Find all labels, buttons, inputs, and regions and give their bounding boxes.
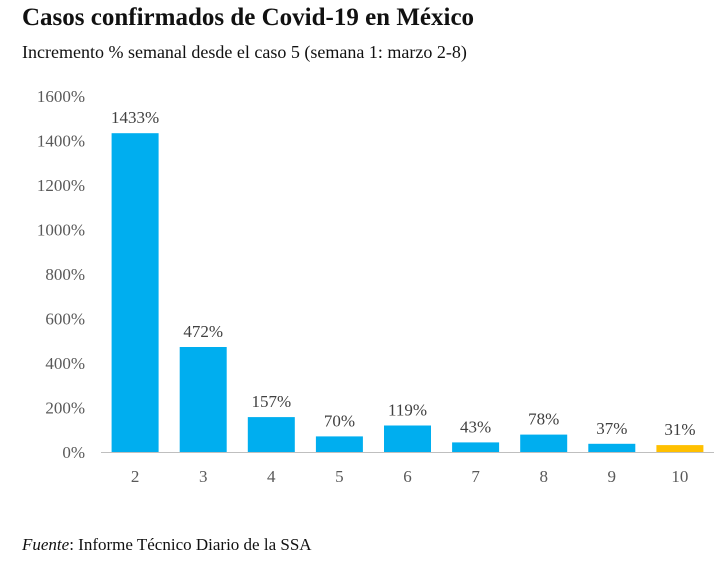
source-text: : Informe Técnico Diario de la SSA — [69, 535, 312, 554]
source-note: Fuente: Informe Técnico Diario de la SSA — [22, 535, 312, 555]
data-label: 157% — [251, 392, 291, 411]
x-tick-label: 7 — [471, 467, 480, 486]
data-label: 78% — [528, 410, 559, 429]
data-label: 1433% — [111, 108, 159, 127]
y-tick-label: 1400% — [37, 132, 85, 151]
y-tick-label: 400% — [45, 354, 85, 373]
chart-title: Casos confirmados de Covid-19 en México — [22, 4, 475, 31]
y-tick-label: 0% — [62, 443, 85, 462]
y-tick-label: 1200% — [37, 176, 85, 195]
y-tick-label: 600% — [45, 310, 85, 329]
x-tick-label: 8 — [539, 467, 548, 486]
bar — [656, 445, 704, 452]
x-tick-label: 4 — [267, 467, 276, 486]
bar — [520, 434, 568, 452]
bar — [588, 443, 636, 452]
data-label: 31% — [664, 420, 695, 439]
data-label: 119% — [388, 401, 427, 420]
bar — [247, 417, 295, 452]
x-tick-label: 5 — [335, 467, 344, 486]
bar — [179, 347, 227, 452]
y-tick-label: 1600% — [37, 87, 85, 106]
data-label: 43% — [460, 417, 491, 436]
y-tick-label: 200% — [45, 399, 85, 418]
x-tick-label: 6 — [403, 467, 412, 486]
x-tick-label: 10 — [671, 467, 688, 486]
x-tick-label: 2 — [131, 467, 140, 486]
y-tick-label: 800% — [45, 265, 85, 284]
bar — [452, 442, 500, 452]
bar — [384, 425, 431, 452]
data-label: 37% — [596, 419, 627, 438]
data-label: 70% — [324, 411, 355, 430]
bar — [315, 436, 363, 452]
chart-subtitle: Incremento % semanal desde el caso 5 (se… — [22, 42, 467, 62]
x-tick-label: 3 — [199, 467, 208, 486]
x-tick-label: 9 — [608, 467, 617, 486]
source-label: Fuente — [22, 535, 70, 554]
data-label: 472% — [183, 322, 223, 341]
bar — [111, 133, 159, 452]
y-tick-label: 1000% — [37, 221, 85, 240]
